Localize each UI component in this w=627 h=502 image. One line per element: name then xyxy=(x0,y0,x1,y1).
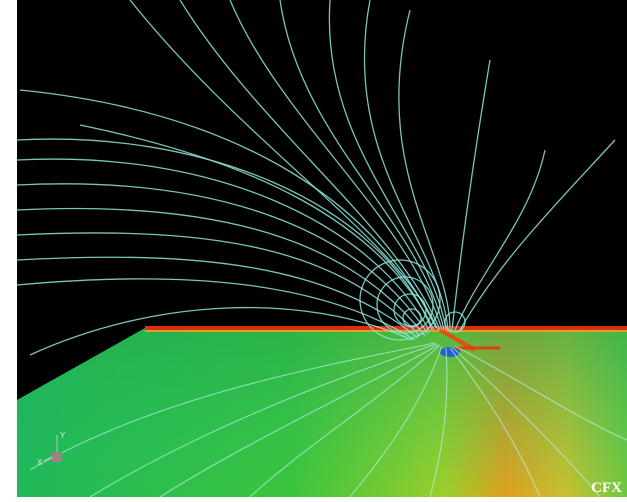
cfd-view: Y X CFX xyxy=(0,0,627,502)
ground-shade xyxy=(17,328,627,497)
axis-label-x: X xyxy=(37,458,43,467)
axis-label-y: Y xyxy=(60,431,66,440)
logo: CFX xyxy=(591,480,622,496)
